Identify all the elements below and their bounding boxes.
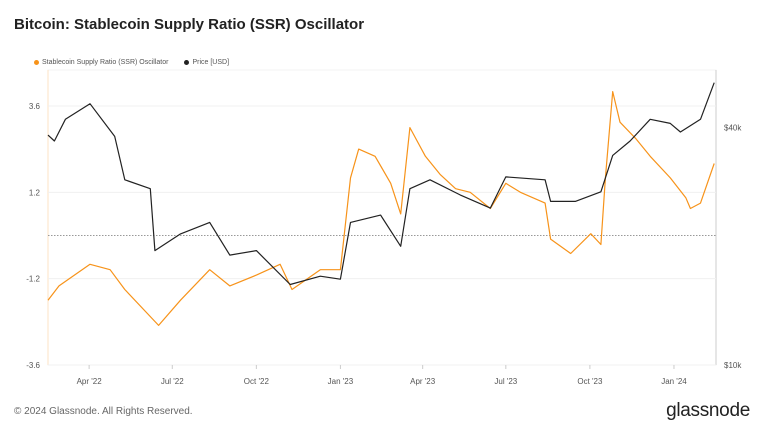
legend-item-price[interactable]: Price [USD] [184,59,229,66]
ssr-series-line [47,90,715,326]
price-series-line [47,82,715,286]
x-tick-label: Jul '22 [161,377,184,386]
x-tick-label: Jan '23 [328,377,354,386]
legend-dot-ssr [34,60,39,65]
legend-item-ssr[interactable]: Stablecoin Supply Ratio (SSR) Oscillator [34,59,168,66]
x-tick-label: Apr '23 [410,377,436,386]
x-tick-label: Oct '23 [577,377,603,386]
legend-label-price: Price [USD] [192,59,230,66]
x-tick-label: Apr '22 [77,377,103,386]
x-tick-label: Oct '22 [244,377,270,386]
x-tick-label: Jul '23 [494,377,517,386]
legend-label-ssr: Stablecoin Supply Ratio (SSR) Oscillator [42,59,169,66]
legend: Stablecoin Supply Ratio (SSR) Oscillator… [34,59,229,66]
legend-dot-price [184,60,190,65]
y-right-tick-label: $10k [724,361,742,370]
y-left-tick-label: -3.6 [26,361,40,370]
y-left-tick-label: -1.2 [26,275,40,284]
y-left-tick-label: 1.2 [29,188,41,197]
copyright: © 2024 Glassnode. All Rights Reserved. [14,406,193,417]
chart-title: Bitcoin: Stablecoin Supply Ratio (SSR) O… [14,16,365,33]
y-left-tick-label: 3.6 [29,102,41,111]
x-tick-label: Jan '24 [661,377,687,386]
glassnode-logo: glassnode [666,400,750,421]
y-right-tick-label: $40k [724,124,742,133]
